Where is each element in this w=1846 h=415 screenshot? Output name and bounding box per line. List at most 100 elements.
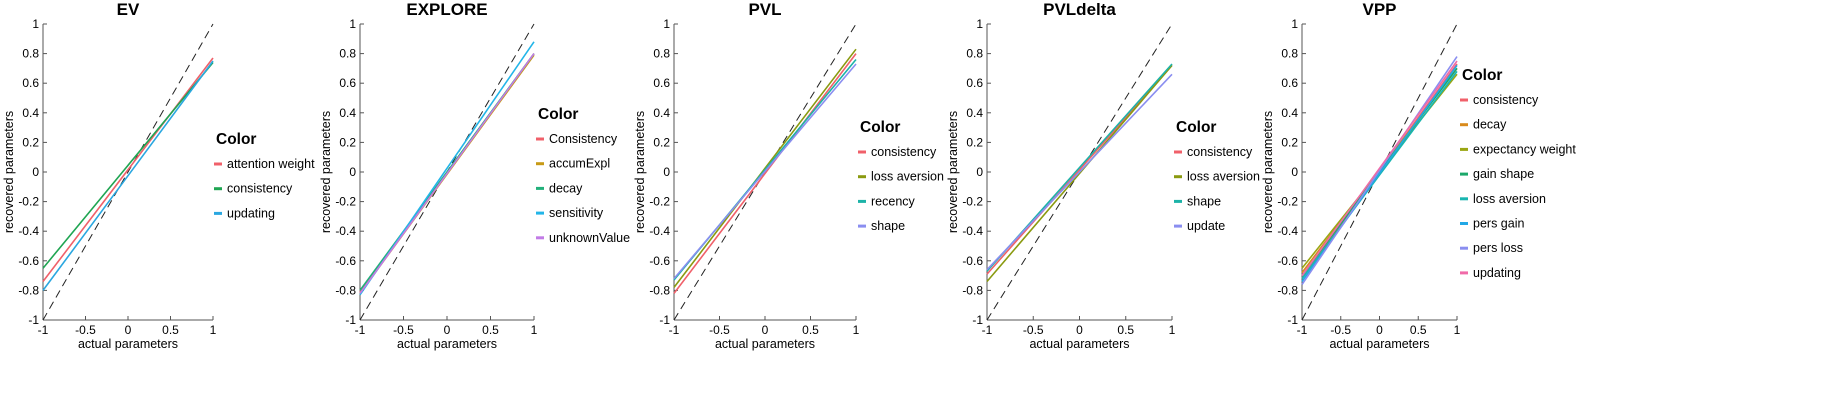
legend: Color consistency loss aversion recency shap… [858,119,944,233]
x-axis-label: actual parameters [397,337,497,351]
y-tick-label: -0.6 [962,254,983,268]
y-tick-label: 1 [663,17,670,31]
y-tick-label: 0.8 [1281,47,1298,61]
x-tick-label: -1 [669,323,680,337]
legend-entry: updating [1473,266,1521,280]
panel-4: PVLdelta -1 -0.8 -0.6 -0.4 -0.2 0 0.2 0.4 0.6 0.8 1… [946,0,1260,351]
y-tick-label: 0.6 [339,76,356,90]
y-tick-label: -0.2 [18,195,39,209]
y-tick-label: 1 [32,17,39,31]
legend-entry: recency [871,194,916,208]
y-tick-label: 0.4 [653,106,670,120]
y-tick-label: 0.2 [339,135,356,149]
y-tick-label: 0.4 [22,106,39,120]
y-axis-label: recovered parameters [946,111,960,233]
panel-title: EV [117,0,140,19]
legend-entry: loss aversion [1187,170,1260,184]
y-tick-label: 1 [349,17,356,31]
x-tick-label: -1 [1297,323,1308,337]
legend-entry: expectancy weight [1473,142,1576,156]
panel-title: PVLdelta [1043,0,1116,19]
legend-title: Color [216,131,256,148]
y-tick-label: 0.8 [653,47,670,61]
legend: Color consistency loss aversion shape update [1174,119,1260,233]
y-tick-label: 0 [1291,165,1298,179]
series-line-1 [986,64,1173,275]
legend-entry: shape [871,219,905,233]
y-tick-label: -1 [345,313,356,327]
x-tick-label: 0 [444,323,451,337]
x-tick-label: 1 [1169,323,1176,337]
x-tick-label: 1 [210,323,217,337]
y-tick-label: -0.2 [649,195,670,209]
panel-title: VPP [1362,0,1396,19]
x-tick-label: 1 [853,323,860,337]
x-tick-label: 1 [1454,323,1461,337]
legend-entry: attention weight [227,157,315,171]
x-tick-label: 0.5 [802,323,819,337]
x-tick-label: 0 [1076,323,1083,337]
legend-entry: accumExpl [549,157,610,171]
y-tick-label: 1 [976,17,983,31]
y-tick-label: 0 [349,165,356,179]
x-tick-label: -1 [355,323,366,337]
panel-5: VPP -1 -0.8 -0.6 -0.4 -0.2 0 0.2 0.4 0.6 0.8 1 -1 -0.… [1261,0,1576,351]
legend-entry: update [1187,219,1225,233]
panel-title: EXPLORE [406,0,487,19]
y-tick-label: -0.6 [18,254,39,268]
series-line-1 [42,57,214,282]
panel-1: EV -1 -0.8 -0.6 -0.4 -0.2 0 0.2 0.4 0.6 0.8 1 -1 -0.5… [2,0,315,351]
legend-entry: decay [1473,118,1507,132]
x-tick-label: 0 [762,323,769,337]
legend: Color attention weight consistency updating [214,131,315,220]
y-tick-label: -1 [659,313,670,327]
y-tick-label: -0.8 [18,283,39,297]
identity-reference-line [42,23,214,321]
x-tick-label: -0.5 [75,323,96,337]
series-line-3 [42,60,214,291]
y-tick-label: -0.4 [335,224,356,238]
series-line-5 [359,53,535,294]
series-line-1 [673,53,857,294]
series-line-2 [986,64,1173,283]
legend-entry: consistency [1187,145,1253,159]
y-tick-label: 0.6 [966,76,983,90]
y-tick-label: 0 [663,165,670,179]
y-tick-label: 0.4 [966,106,983,120]
legend: Color consistency decay expectancy weight ga… [1460,67,1576,280]
legend-entry: Consistency [549,132,618,146]
x-tick-label: -1 [982,323,993,337]
x-tick-label: -0.5 [1330,323,1351,337]
y-tick-label: -0.6 [335,254,356,268]
y-tick-label: -0.8 [962,283,983,297]
y-axis-label: recovered parameters [2,111,16,233]
legend-title: Color [1176,119,1216,136]
x-tick-label: -0.5 [709,323,730,337]
y-tick-label: -0.8 [335,283,356,297]
series-line-8 [1301,60,1458,277]
y-tick-label: -0.4 [1277,224,1298,238]
y-axis-label: recovered parameters [319,111,333,233]
y-tick-label: 0.6 [1281,76,1298,90]
y-tick-label: 0.8 [22,47,39,61]
y-tick-label: -0.2 [962,195,983,209]
y-tick-label: 0.4 [339,106,356,120]
y-tick-label: 0.8 [966,47,983,61]
x-tick-label: -0.5 [1023,323,1044,337]
y-tick-label: 0.6 [653,76,670,90]
y-tick-label: 1 [1291,17,1298,31]
x-axis-label: actual parameters [1029,337,1129,351]
x-tick-label: 0.5 [1410,323,1427,337]
y-axis-label: recovered parameters [633,111,647,233]
y-tick-label: -1 [28,313,39,327]
legend-entry: decay [549,181,583,195]
y-tick-label: -0.2 [335,195,356,209]
legend-entry: sensitivity [549,206,604,220]
series-line-2 [673,48,857,288]
series-line-4 [673,63,857,280]
y-tick-label: -1 [1287,313,1298,327]
panel-2: EXPLORE -1 -0.8 -0.6 -0.4 -0.2 0 0.2 0.4 0.6 0.8 1 -… [319,0,630,351]
y-tick-label: 0.2 [22,135,39,149]
y-tick-label: -0.4 [18,224,39,238]
